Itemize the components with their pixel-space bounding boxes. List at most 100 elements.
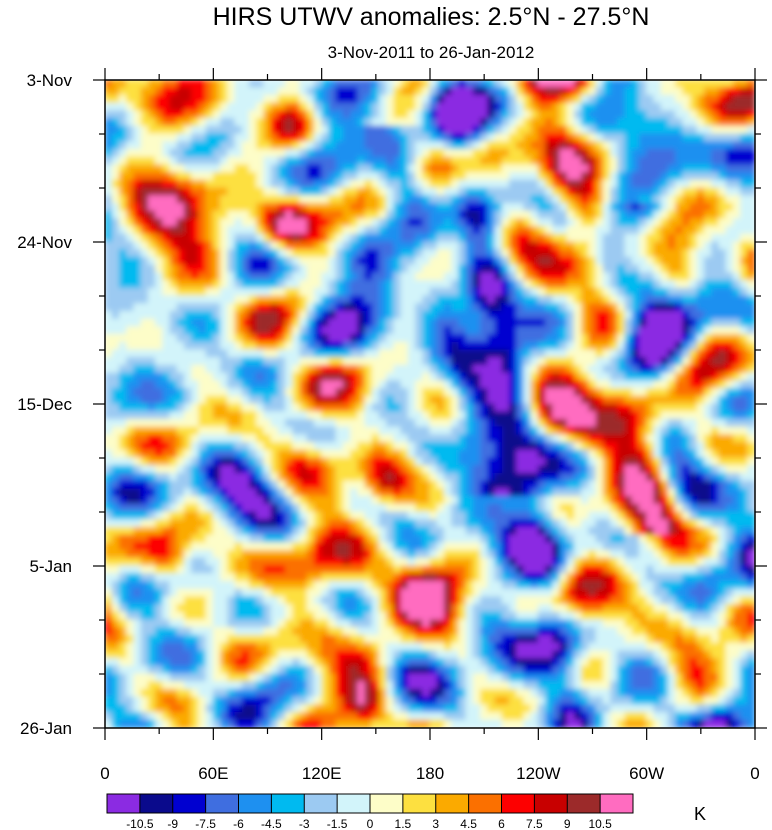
heatmap-cell	[451, 364, 460, 374]
heatmap-cell	[277, 187, 287, 197]
heatmap-cell	[552, 310, 561, 320]
heatmap-cell	[675, 87, 684, 96]
heatmap-cell	[270, 418, 279, 428]
heatmap-cell	[480, 372, 489, 382]
heatmap-cell	[277, 156, 287, 166]
heatmap-cell	[487, 118, 496, 127]
heatmap-cell	[610, 426, 619, 436]
heatmap-cell	[306, 249, 315, 258]
heatmap-cell	[133, 164, 142, 174]
heatmap-cell	[263, 218, 272, 228]
heatmap-cell	[552, 372, 561, 382]
heatmap-cell	[400, 264, 409, 274]
heatmap-cell	[364, 94, 373, 104]
heatmap-cell	[566, 426, 575, 436]
heatmap-cell	[675, 434, 684, 444]
heatmap-cell	[711, 141, 720, 150]
heatmap-cell	[472, 488, 482, 498]
heatmap-cell	[516, 272, 525, 282]
heatmap-cell	[147, 341, 157, 351]
heatmap-cell	[371, 326, 380, 336]
heatmap-cell	[530, 210, 539, 220]
heatmap-cell	[393, 318, 402, 328]
heatmap-cell	[595, 449, 604, 459]
heatmap-cell	[357, 233, 366, 243]
heatmap-cell	[508, 465, 518, 474]
heatmap-cell	[263, 141, 272, 150]
heatmap-cell	[328, 233, 337, 243]
heatmap-cell	[595, 80, 604, 89]
heatmap-cell	[400, 233, 409, 243]
heatmap-cell	[328, 287, 337, 297]
heatmap-cell	[342, 295, 352, 305]
heatmap-cell	[660, 303, 669, 312]
heatmap-cell	[537, 210, 547, 220]
heatmap-cell	[176, 434, 185, 444]
heatmap-cell	[371, 503, 380, 513]
heatmap-cell	[718, 303, 727, 312]
heatmap-cell	[747, 164, 755, 174]
heatmap-cell	[552, 179, 561, 189]
heatmap-cell	[415, 310, 424, 320]
heatmap-cell	[566, 87, 575, 96]
heatmap-cell	[105, 488, 113, 498]
heatmap-cell	[624, 195, 633, 204]
heatmap-cell	[653, 380, 662, 390]
heatmap-cell	[747, 102, 755, 112]
heatmap-cell	[256, 364, 265, 374]
heatmap-cell	[111, 403, 120, 413]
heatmap-cell	[263, 488, 272, 498]
heatmap-cell	[105, 426, 113, 436]
heatmap-cell	[191, 256, 200, 266]
heatmap-cell	[631, 388, 640, 397]
heatmap-cell	[725, 133, 734, 143]
heatmap-cell	[703, 341, 713, 351]
heatmap-cell	[573, 195, 583, 204]
heatmap-cell	[602, 357, 612, 366]
heatmap-cell	[682, 411, 691, 420]
heatmap-cell	[552, 388, 561, 397]
heatmap-cell	[595, 372, 604, 382]
heatmap-cell	[747, 218, 755, 228]
heatmap-cell	[667, 357, 677, 366]
heatmap-cell	[407, 426, 417, 436]
heatmap-cell	[624, 442, 633, 451]
heatmap-cell	[205, 179, 214, 189]
heatmap-cell	[321, 326, 330, 336]
heatmap-cell	[588, 233, 597, 243]
heatmap-cell	[306, 195, 315, 204]
heatmap-cell	[747, 426, 755, 436]
heatmap-cell	[682, 295, 691, 305]
heatmap-cell	[205, 395, 214, 405]
heatmap-cell	[407, 87, 417, 96]
heatmap-cell	[646, 172, 655, 181]
heatmap-cell	[183, 179, 193, 189]
heatmap-cell	[234, 264, 243, 274]
heatmap-cell	[292, 272, 301, 282]
heatmap-cell	[675, 118, 684, 127]
heatmap-cell	[508, 303, 518, 312]
heatmap-cell	[624, 349, 633, 359]
heatmap-cell	[364, 195, 373, 204]
heatmap-cell	[198, 287, 207, 297]
heatmap-cell	[198, 233, 207, 243]
heatmap-cell	[545, 426, 554, 436]
heatmap-cell	[198, 164, 207, 174]
heatmap-cell	[747, 202, 755, 212]
heatmap-cell	[732, 141, 742, 150]
heatmap-cell	[400, 480, 409, 490]
heatmap-cell	[350, 233, 359, 243]
heatmap-cell	[465, 380, 474, 390]
heatmap-cell	[718, 318, 727, 328]
heatmap-cell	[292, 202, 301, 212]
heatmap-cell	[696, 326, 705, 336]
heatmap-cell	[328, 357, 337, 366]
heatmap-cell	[487, 102, 496, 112]
heatmap-cell	[487, 218, 496, 228]
heatmap-cell	[357, 395, 366, 405]
heatmap-cell	[183, 80, 193, 89]
heatmap-cell	[105, 241, 113, 251]
heatmap-cell	[487, 164, 496, 174]
heatmap-cell	[299, 156, 308, 166]
heatmap-cell	[617, 148, 626, 158]
